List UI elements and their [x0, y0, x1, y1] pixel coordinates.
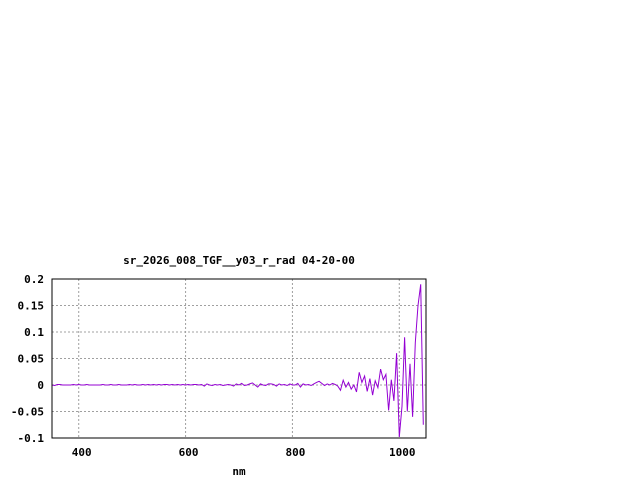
y-axis: 0.2 0.15 0.1 0.05 0 -0.05 -0.1 — [11, 273, 44, 445]
x-axis-label: nm — [232, 465, 246, 478]
x-tick-label: 400 — [72, 446, 92, 459]
x-axis: 400 600 800 1000 — [72, 446, 416, 459]
y-tick-label: 0 — [37, 379, 44, 392]
y-tick-label: 0.15 — [18, 300, 45, 313]
x-tick-label: 1000 — [389, 446, 416, 459]
x-tick-label: 800 — [285, 446, 305, 459]
plot-frame — [51, 278, 427, 439]
y-tick-label: 0.1 — [24, 326, 44, 339]
grid — [52, 279, 426, 438]
y-tick-label: 0.05 — [18, 353, 45, 366]
y-tick-label: -0.1 — [18, 432, 45, 445]
x-tick-label: 600 — [179, 446, 199, 459]
series-line — [51, 284, 424, 437]
chart-title: sr_2026_008_TGF__y03_r_rad 04-20-00 — [123, 254, 355, 267]
y-tick-label: -0.05 — [11, 406, 44, 419]
y-tick-label: 0.2 — [24, 273, 44, 286]
